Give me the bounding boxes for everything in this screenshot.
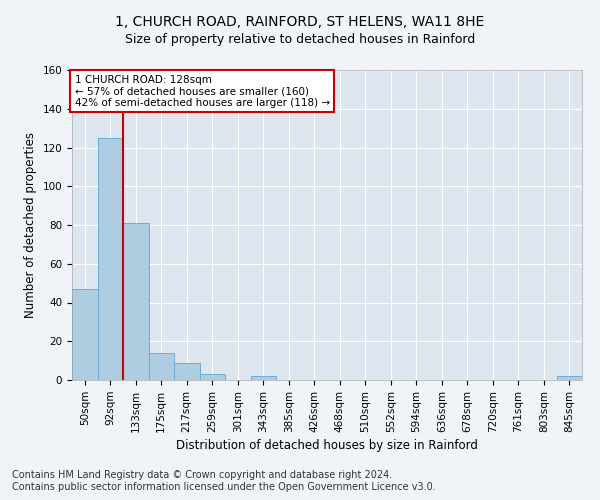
- Bar: [174, 362, 199, 380]
- Text: Contains HM Land Registry data © Crown copyright and database right 2024.: Contains HM Land Registry data © Crown c…: [12, 470, 392, 480]
- Bar: [72, 289, 97, 380]
- Text: Contains public sector information licensed under the Open Government Licence v3: Contains public sector information licen…: [12, 482, 436, 492]
- X-axis label: Distribution of detached houses by size in Rainford: Distribution of detached houses by size …: [176, 439, 478, 452]
- Bar: [199, 374, 225, 380]
- Y-axis label: Number of detached properties: Number of detached properties: [24, 132, 37, 318]
- Bar: [149, 353, 174, 380]
- Bar: [251, 376, 276, 380]
- Text: 1 CHURCH ROAD: 128sqm
← 57% of detached houses are smaller (160)
42% of semi-det: 1 CHURCH ROAD: 128sqm ← 57% of detached …: [74, 74, 329, 108]
- Text: Size of property relative to detached houses in Rainford: Size of property relative to detached ho…: [125, 32, 475, 46]
- Bar: [97, 138, 123, 380]
- Bar: [123, 223, 149, 380]
- Bar: [557, 376, 582, 380]
- Text: 1, CHURCH ROAD, RAINFORD, ST HELENS, WA11 8HE: 1, CHURCH ROAD, RAINFORD, ST HELENS, WA1…: [115, 15, 485, 29]
